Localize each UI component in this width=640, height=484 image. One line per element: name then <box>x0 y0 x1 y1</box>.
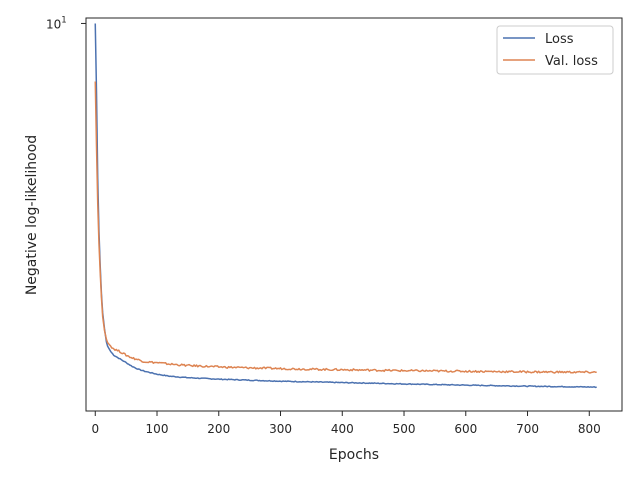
x-tick-label: 800 <box>578 422 601 436</box>
y-tick-label: 101 <box>46 15 67 31</box>
x-tick-label: 700 <box>516 422 539 436</box>
x-tick-label: 600 <box>454 422 477 436</box>
x-tick-label: 0 <box>91 422 99 436</box>
legend-label-loss: Loss <box>545 32 574 47</box>
series-layer <box>94 23 597 389</box>
x-tick-label: 300 <box>269 422 292 436</box>
series-line-val-loss <box>94 81 597 374</box>
x-tick-label: 200 <box>207 422 230 436</box>
x-tick-label: 100 <box>146 422 169 436</box>
y-axis-label: Negative log-likelihood <box>24 135 40 295</box>
plot-frame <box>85 17 623 412</box>
y-axis: 101 <box>46 15 86 31</box>
x-axis: 0 100 200 300 400 500 600 700 800 <box>91 411 601 436</box>
series-line-loss <box>94 23 597 389</box>
y-tick-exponent: 1 <box>61 15 66 25</box>
legend: Loss Val. loss <box>496 25 614 75</box>
legend-label-val-loss: Val. loss <box>545 54 598 69</box>
x-tick-label: 400 <box>331 422 354 436</box>
x-tick-label: 500 <box>393 422 416 436</box>
y-tick-base: 10 <box>46 17 61 31</box>
x-axis-label: Epochs <box>329 447 379 463</box>
